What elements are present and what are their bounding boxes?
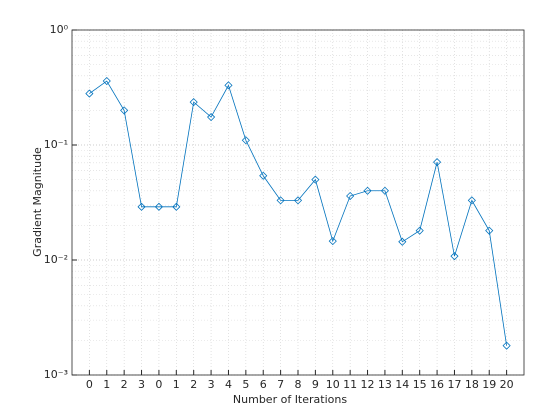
x-tick-label: 11 [343,378,357,391]
x-tick-label: 19 [482,378,496,391]
marker [346,191,355,201]
marker [207,112,216,122]
x-tick-label: 12 [361,378,375,391]
marker [276,196,285,205]
x-tick-label: 0 [155,378,162,391]
x-tick-label: 13 [378,378,392,391]
x-tick-label: 4 [225,378,232,391]
x-tick-label: 3 [138,378,145,391]
x-tick-label: 14 [395,378,409,391]
x-tick-label: 10 [326,378,340,391]
marker [467,196,476,205]
marker [137,202,146,211]
y-tick-label: 10⁻³ [44,368,68,381]
marker [259,171,268,180]
marker [241,136,250,145]
x-tick-label: 0 [86,378,93,391]
marker [293,196,303,205]
y-tick-label: 10⁻¹ [44,138,68,151]
x-tick-label: 6 [260,378,267,391]
marker [363,186,372,195]
x-tick-label: 16 [430,378,444,391]
marker [224,81,233,90]
x-tick-label: 3 [208,378,215,391]
x-tick-label: 2 [190,378,197,391]
x-tick-label: 1 [103,378,110,391]
marker [311,175,320,184]
x-tick-label: 5 [242,378,249,391]
y-tick-label: 10⁻² [44,253,68,266]
x-tick-label: 1 [173,378,180,391]
x-axis-label: Number of Iterations [233,393,347,406]
marker [102,76,111,86]
x-tick-label: 8 [295,378,302,391]
x-tick-label: 15 [413,378,427,391]
marker [415,226,424,235]
marker [154,202,163,211]
marker [189,98,198,107]
x-tick-label: 7 [277,378,284,391]
x-tick-label: 9 [312,378,319,391]
marker [328,237,337,246]
x-tick-label: 17 [447,378,461,391]
marker [485,226,494,235]
marker [380,186,389,195]
marker [120,106,129,115]
marker [172,202,181,211]
marker [502,341,511,350]
series-line [89,80,508,346]
marker [398,237,407,246]
marker [85,89,94,98]
marker [450,252,459,261]
x-tick-label: 2 [121,378,128,391]
y-tick-label: 10⁰ [50,23,69,36]
marker [433,158,442,167]
x-tick-label: 20 [500,378,514,391]
x-tick-label: 18 [465,378,479,391]
y-axis-label: Gradient Magnitude [31,147,44,257]
